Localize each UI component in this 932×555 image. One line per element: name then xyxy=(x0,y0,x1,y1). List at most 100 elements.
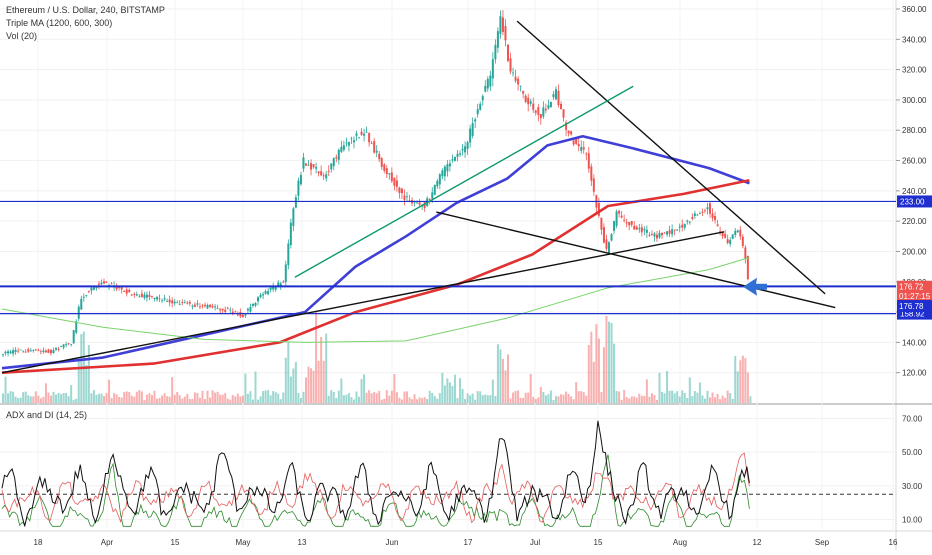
trendline-4 xyxy=(294,85,634,278)
candle-body xyxy=(635,226,638,230)
candle-body xyxy=(90,287,93,291)
candle-body xyxy=(52,350,55,354)
volume-bar xyxy=(123,391,126,403)
volume-bar xyxy=(368,390,371,403)
candle-body xyxy=(580,146,583,151)
volume-bar xyxy=(282,392,285,403)
candle-body xyxy=(464,146,467,153)
volume-bar xyxy=(448,382,451,403)
volume-bar xyxy=(418,397,421,403)
volume-bar xyxy=(125,391,128,403)
candle-body xyxy=(605,239,608,249)
candle-body xyxy=(582,147,585,150)
volume-bar xyxy=(287,342,290,403)
volume-bar xyxy=(431,392,434,403)
candle-body xyxy=(166,301,169,302)
volume-bar xyxy=(474,399,477,403)
candle-body xyxy=(484,85,487,92)
volume-bar xyxy=(181,398,184,403)
volume-bar xyxy=(678,396,681,403)
candle-body xyxy=(466,142,469,149)
volume-bar xyxy=(481,395,484,403)
candle-body xyxy=(615,211,618,226)
volume-bar xyxy=(693,391,696,403)
volume-bar xyxy=(453,374,456,403)
candle-body xyxy=(491,59,494,79)
volume-bar xyxy=(645,379,648,403)
candle-body xyxy=(163,298,166,300)
price-tag-label: 176.78 xyxy=(899,302,924,311)
volume-bar xyxy=(393,374,396,403)
volume-bar xyxy=(456,398,459,403)
volume-bar xyxy=(246,393,249,403)
candle-body xyxy=(499,16,502,34)
candle-body xyxy=(736,230,739,233)
volume-bar xyxy=(395,392,398,403)
volume-bar xyxy=(19,397,22,403)
candle-body xyxy=(431,192,434,199)
volume-bar xyxy=(289,376,292,403)
volume-bar xyxy=(312,370,315,403)
candle-body xyxy=(544,108,547,111)
candle-body xyxy=(638,228,641,230)
candle-body xyxy=(393,177,396,186)
candle-body xyxy=(375,150,378,153)
trendline-3 xyxy=(436,211,836,309)
price-tag-label: 01:27:15 xyxy=(899,292,931,301)
candle-body xyxy=(143,294,146,299)
volume-bar xyxy=(214,392,217,403)
candle-body xyxy=(562,109,565,118)
candle-body xyxy=(133,293,136,295)
volume-bar xyxy=(421,398,424,403)
volume-bar xyxy=(724,397,727,403)
candle-body xyxy=(663,232,666,234)
candle-body xyxy=(613,221,616,231)
candle-body xyxy=(706,207,709,210)
volume-bar xyxy=(666,371,669,403)
x-tick-label: 18 xyxy=(34,538,43,547)
volume-bar xyxy=(17,398,20,403)
candle-body xyxy=(486,78,489,89)
y-tick-label: 120.00 xyxy=(902,369,927,378)
candle-body xyxy=(330,163,333,170)
candle-body xyxy=(150,296,153,297)
volume-bar xyxy=(635,397,638,403)
volume-bar xyxy=(193,392,196,403)
volume-bar xyxy=(552,399,555,403)
volume-bar xyxy=(451,386,454,403)
candle-body xyxy=(703,210,706,212)
volume-bar xyxy=(446,378,449,403)
volume-bar xyxy=(340,378,343,403)
candle-body xyxy=(643,228,646,231)
moving-average-2 xyxy=(1,178,750,374)
volume-bar xyxy=(173,394,176,403)
volume-bar xyxy=(517,390,520,403)
volume-bar xyxy=(663,393,666,403)
volume-bar xyxy=(138,390,141,403)
volume-bar xyxy=(519,397,522,403)
candle-body xyxy=(683,223,686,228)
volume-bar xyxy=(628,398,631,403)
volume-bar xyxy=(721,395,724,403)
volume-bar xyxy=(681,390,684,403)
volume-bar xyxy=(378,390,381,403)
candle-body xyxy=(618,210,621,214)
volume-bar xyxy=(633,396,636,403)
candle-body xyxy=(456,153,459,157)
volume-bar xyxy=(322,360,325,403)
candle-body xyxy=(479,103,482,110)
y-tick-label: 280.00 xyxy=(902,126,927,135)
candle-body xyxy=(244,314,247,316)
volume-bar xyxy=(400,399,403,403)
volume-bar xyxy=(711,392,714,403)
volume-bar xyxy=(413,394,416,403)
candle-body xyxy=(602,227,605,243)
candle-body xyxy=(403,195,406,200)
candle-body xyxy=(350,138,353,140)
candle-body xyxy=(676,229,679,231)
volume-bar xyxy=(739,360,742,403)
candle-body xyxy=(156,296,159,300)
candle-body xyxy=(153,297,156,299)
candle-body xyxy=(178,303,181,305)
